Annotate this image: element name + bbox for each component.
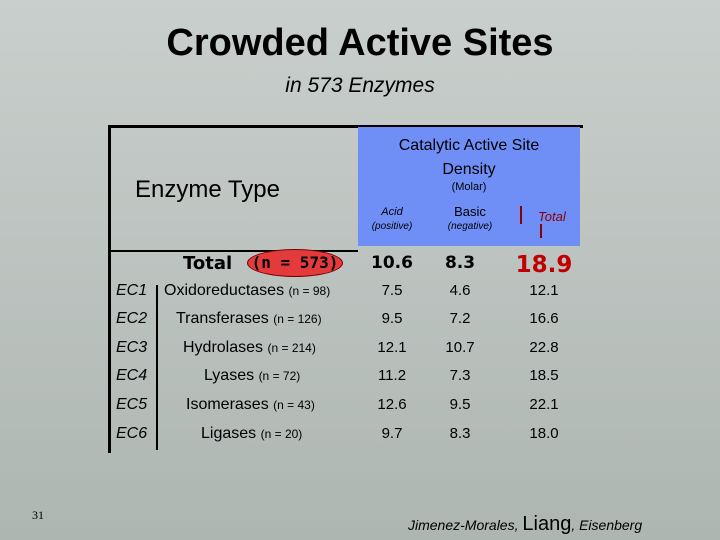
header-total: Total: [538, 209, 566, 224]
enzyme-name: Hydrolases (n = 214): [183, 339, 316, 356]
total-value: 12.1: [529, 282, 559, 299]
slide-title: Crowded Active Sites: [166, 22, 554, 64]
header-enzyme-type: Enzyme Type: [135, 176, 280, 203]
basic-value: 4.6: [449, 282, 471, 299]
page-number: 31: [32, 508, 44, 522]
total-total-value: 18.9: [515, 252, 573, 278]
enzyme-name: Ligases (n = 20): [201, 425, 303, 442]
total-value: 18.0: [529, 425, 559, 442]
total-acid-value: 10.6: [371, 253, 413, 273]
table-row: EC6 Ligases (n = 20) 9.7 8.3 18.0: [110, 425, 580, 453]
enzyme-name: Transferases (n = 126): [176, 310, 322, 327]
table-row: EC1 Oxidoreductases (n = 98) 7.5 4.6 12.…: [110, 282, 580, 310]
highlight-oval: [247, 249, 343, 277]
ec-code: EC2: [116, 310, 148, 327]
acid-value: 7.5: [381, 282, 403, 299]
author-credit: Jimenez-Morales, Liang, Eisenberg: [408, 513, 643, 535]
acid-value: 12.6: [377, 396, 407, 413]
basic-value: 7.2: [449, 310, 471, 327]
acid-value: 9.5: [381, 310, 403, 327]
header-basic: Basic: [454, 204, 486, 219]
header-catalytic: Catalytic Active Site: [398, 137, 540, 154]
total-value: 16.6: [529, 310, 559, 327]
ec-code: EC6: [116, 425, 148, 442]
acid-value: 9.7: [381, 425, 403, 442]
table-row: EC3 Hydrolases (n = 214) 12.1 10.7 22.8: [110, 339, 580, 367]
enzyme-name: Lyases (n = 72): [204, 367, 301, 384]
total-value: 22.1: [529, 396, 559, 413]
header-acid: Acid: [381, 206, 403, 218]
total-basic-value: 8.3: [444, 253, 476, 273]
ec-code: EC1: [116, 282, 148, 299]
acid-value: 11.2: [377, 367, 407, 384]
ec-code: EC4: [116, 367, 148, 384]
divider-mark: [540, 224, 542, 238]
divider-mark: [520, 206, 522, 224]
header-acid-sub: (positive): [371, 221, 413, 232]
header-molar: (Molar): [451, 181, 487, 193]
enzyme-name: Oxidoreductases (n = 98): [164, 282, 331, 299]
total-row-n: (n = 573): [251, 253, 339, 272]
header-density: Density: [442, 161, 496, 178]
code-column-divider: [156, 285, 158, 450]
acid-value: 12.1: [377, 339, 407, 356]
slide-subtitle: in 573 Enzymes: [285, 74, 435, 97]
table-row: EC2 Transferases (n = 126) 9.5 7.2 16.6: [110, 310, 580, 338]
enzyme-name: Isomerases (n = 43): [186, 396, 315, 413]
total-value: 18.5: [529, 367, 559, 384]
basic-value: 9.5: [449, 396, 471, 413]
table-frame: [108, 125, 583, 453]
basic-value: 10.7: [445, 339, 475, 356]
basic-value: 7.3: [449, 367, 471, 384]
header-divider: [108, 250, 358, 252]
header-basic-sub: (negative): [447, 221, 493, 232]
ec-code: EC5: [116, 396, 148, 413]
table-row: EC5 Isomerases (n = 43) 12.6 9.5 22.1: [110, 396, 580, 424]
total-value: 22.8: [529, 339, 559, 356]
ec-code: EC3: [116, 339, 148, 356]
table-row: EC4 Lyases (n = 72) 11.2 7.3 18.5: [110, 367, 580, 395]
total-row-label: Total: [183, 253, 233, 274]
basic-value: 8.3: [449, 425, 471, 442]
density-header-box: [358, 127, 580, 246]
